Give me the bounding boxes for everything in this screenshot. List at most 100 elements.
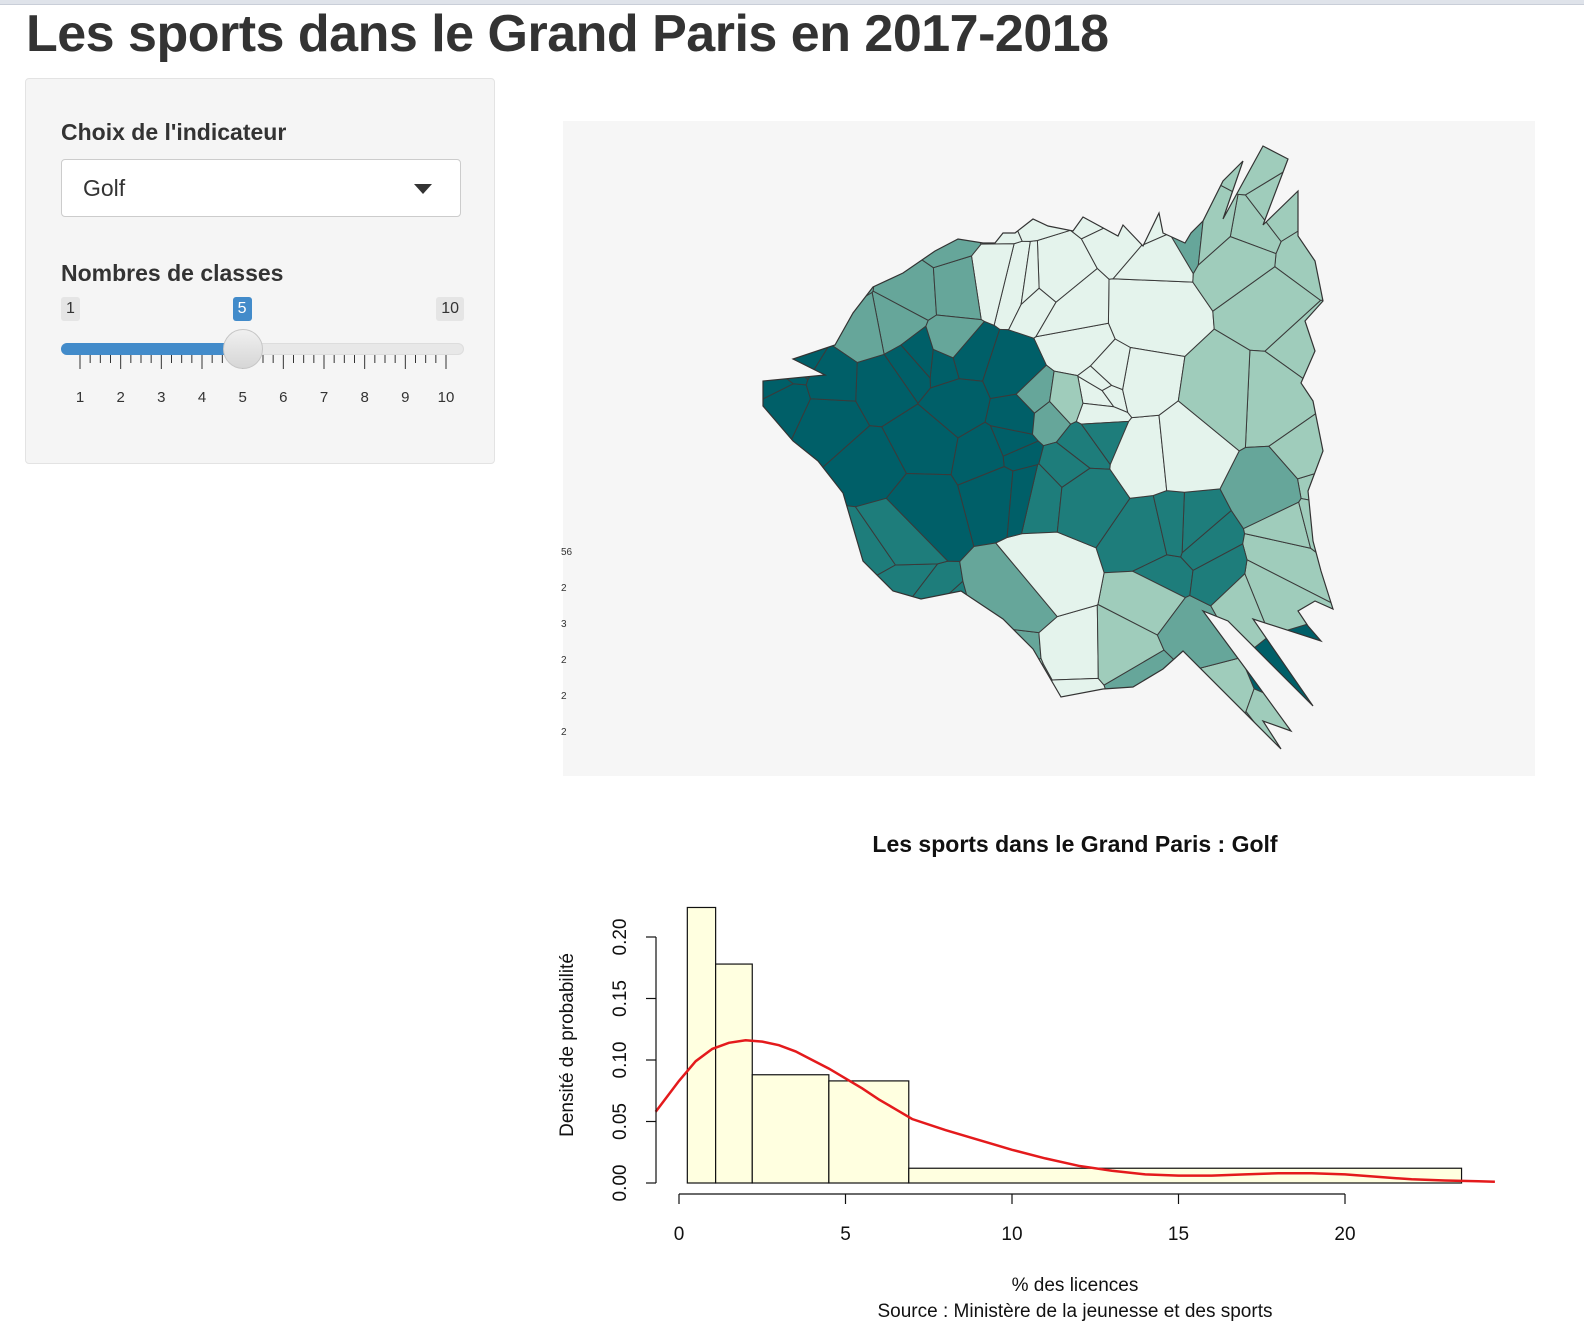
commune-area (1038, 677, 1111, 731)
legend-fragment: 3 (561, 619, 567, 630)
slider-tick-label: 1 (75, 389, 85, 406)
source-caption: Source : Ministère de la jeunesse et des… (878, 1301, 1273, 1322)
commune-area (831, 712, 897, 749)
commune-area (763, 167, 840, 208)
commune-area (877, 708, 952, 749)
commune-area (951, 183, 1023, 245)
commune-area (950, 421, 1005, 486)
x-tick-label: 15 (1168, 1224, 1189, 1245)
commune-area (808, 580, 844, 614)
commune-area (964, 146, 1025, 190)
commune-area (949, 714, 1009, 749)
page-title: Les sports dans le Grand Paris en 2017-2… (26, 5, 1109, 63)
slider-min-badge: 1 (61, 297, 80, 321)
commune-area (854, 497, 949, 566)
commune-area (777, 276, 852, 335)
commune-area (763, 450, 832, 562)
legend-fragment: 2 (561, 655, 567, 666)
commune-area (1077, 365, 1113, 392)
y-tick-label: 0.00 (610, 1165, 631, 1202)
legend-fragment: 2 (561, 691, 567, 702)
legend-fragment: 2 (561, 583, 567, 594)
slider-fill (61, 343, 243, 355)
commune-area (763, 179, 792, 300)
commune-area (829, 580, 868, 605)
commune-area (959, 665, 1011, 723)
commune-area (925, 314, 986, 359)
commune-area (1089, 338, 1131, 391)
commune-area (896, 146, 961, 200)
commune-area (763, 731, 836, 749)
commune-area (851, 626, 931, 679)
legend-fragment: 56 (561, 547, 573, 558)
commune-area (795, 534, 868, 587)
commune-area (1147, 669, 1218, 749)
commune-area (784, 203, 868, 240)
commune-area (827, 595, 879, 653)
histogram-bar (686, 906, 717, 1184)
commune-area (1006, 464, 1039, 539)
sidebar-panel: Choix de l'indicateur Golf Nombres de cl… (25, 78, 495, 464)
y-tick-label: 0.15 (610, 980, 631, 1017)
classes-slider[interactable]: 1 5 10 1 2 3 4 5 6 7 8 9 10 (61, 297, 464, 406)
commune-area (985, 657, 1044, 696)
commune-area (927, 146, 971, 200)
slider-tick-label: 10 (437, 389, 455, 406)
density-curve (654, 1039, 1495, 1184)
commune-area (763, 146, 832, 171)
slider-tick-label: 2 (116, 389, 125, 406)
commune-area (1074, 701, 1161, 749)
commune-area (828, 148, 893, 183)
chart-title: Les sports dans le Grand Paris : Golf (872, 831, 1278, 857)
y-tick-label: 0.10 (610, 1042, 631, 1079)
commune-area (996, 190, 1020, 213)
commune-area (1192, 236, 1277, 312)
slider-tick-label: 7 (319, 389, 329, 406)
commune-area (1038, 441, 1091, 488)
commune-area (788, 611, 859, 668)
choropleth-map (563, 121, 1535, 776)
commune-area (1039, 146, 1139, 199)
commune-area (932, 688, 968, 749)
indicator-select[interactable]: Golf (61, 159, 461, 217)
commune-area (763, 644, 830, 695)
commune-area (1117, 146, 1194, 214)
slider-tick-label: 9 (401, 389, 410, 406)
slider-value-badge: 5 (232, 297, 252, 321)
commune-area (786, 233, 852, 258)
slider-tick-label: 6 (279, 389, 288, 406)
commune-area (1016, 146, 1079, 228)
commune-area (763, 700, 834, 745)
commune-area (960, 624, 1042, 682)
indicator-label: Choix de l'indicateur (61, 119, 287, 145)
commune-area (1177, 328, 1251, 452)
legend-fragment: 2 (561, 727, 567, 738)
slider-tick-label: 4 (197, 389, 207, 406)
x-axis-label: % des licences (1012, 1275, 1139, 1296)
commune-area (821, 146, 902, 156)
slider-tick-marks (79, 355, 447, 369)
x-tick-label: 10 (1001, 1224, 1022, 1245)
commune-area (910, 659, 966, 727)
slider-max-badge: 10 (436, 297, 464, 321)
map-outline (762, 145, 1334, 750)
commune-area (988, 153, 1031, 194)
slider-handle[interactable] (222, 329, 263, 369)
slider-tick-label: 5 (238, 389, 247, 406)
commune-area (983, 738, 1053, 749)
commune-area (1191, 657, 1255, 749)
histogram-bar (751, 1074, 830, 1184)
commune-area (1034, 267, 1110, 338)
map-canvas (762, 145, 1334, 750)
commune-area (811, 665, 866, 731)
histogram-bar (715, 963, 753, 1184)
commune-area (763, 255, 829, 314)
commune-area (1050, 728, 1106, 749)
commune-area (859, 666, 928, 722)
y-tick-label: 0.20 (610, 919, 631, 956)
window-top-border (0, 0, 1584, 5)
classes-label: Nombres de classes (61, 260, 284, 286)
x-tick-label: 20 (1334, 1224, 1355, 1245)
y-tick-label: 0.05 (610, 1103, 631, 1140)
commune-area (997, 662, 1053, 713)
